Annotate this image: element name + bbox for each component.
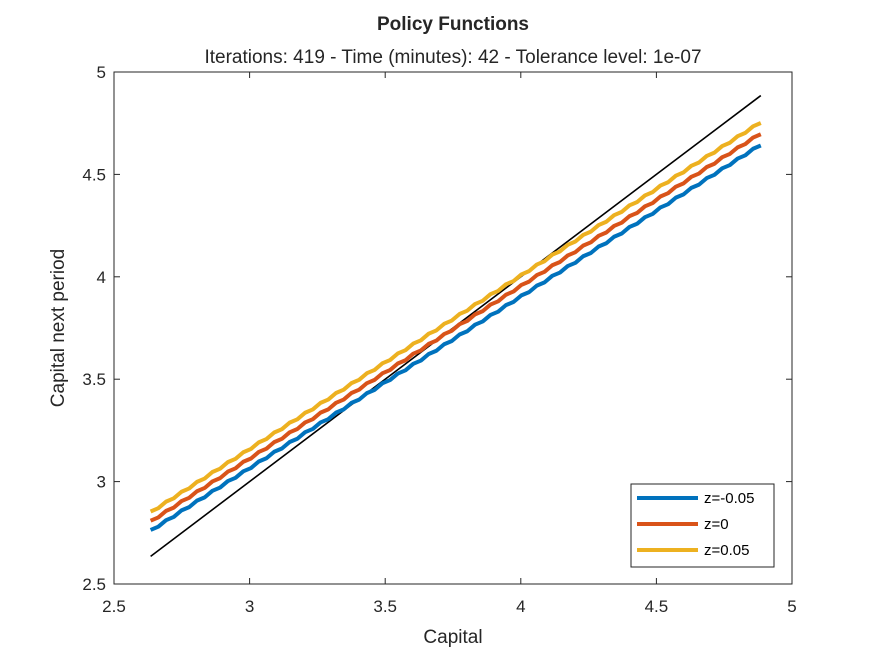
x-tick-label: 4 — [516, 597, 525, 616]
chart-subtitle: Iterations: 419 - Time (minutes): 42 - T… — [204, 47, 701, 68]
y-axis-label: Capital next period — [48, 249, 69, 407]
y-axis-ticks: 2.5 3 3.5 4 4.5 5 — [82, 63, 792, 594]
y-tick-label: 4.5 — [82, 165, 106, 184]
y-tick-label: 2.5 — [82, 575, 106, 594]
x-axis-label: Capital — [423, 627, 482, 648]
legend-label: z=0.05 — [704, 542, 749, 559]
series-layer — [149, 94, 762, 557]
y-tick-label: 3 — [97, 473, 106, 492]
legend-label: z=-0.05 — [704, 490, 754, 507]
y-tick-label: 4 — [97, 268, 106, 287]
x-tick-label: 2.5 — [102, 597, 126, 616]
legend-label: z=0 — [704, 516, 729, 533]
chart-title: Policy Functions — [377, 14, 529, 35]
y-tick-label: 5 — [97, 63, 106, 82]
legend: z=-0.05 z=0 z=0.05 — [630, 483, 775, 568]
x-tick-label: 3 — [245, 597, 254, 616]
x-tick-label: 5 — [787, 597, 796, 616]
y-tick-label: 3.5 — [82, 370, 106, 389]
x-tick-label: 3.5 — [373, 597, 397, 616]
series-line-z=0 — [149, 132, 762, 523]
x-axis-ticks: 2.5 3 3.5 4 4.5 5 — [102, 72, 797, 616]
x-tick-label: 4.5 — [645, 597, 669, 616]
series-line-z=-0.05 — [149, 143, 762, 532]
series-line-z=0.05 — [149, 121, 762, 514]
